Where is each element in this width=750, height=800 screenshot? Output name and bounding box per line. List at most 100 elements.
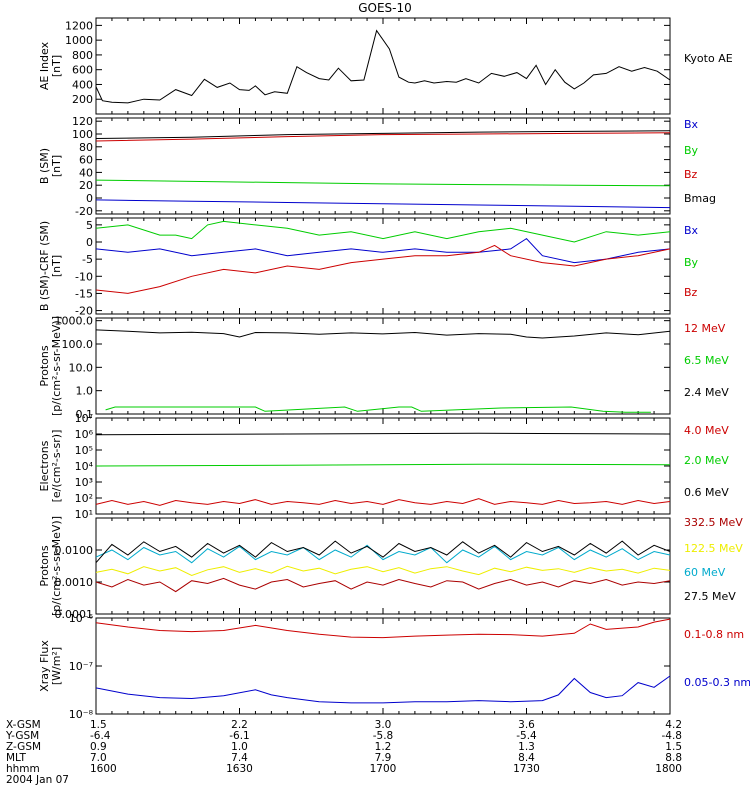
y-axis-label: B (SM) <box>38 148 51 184</box>
y-tick-label: 40 <box>79 166 93 179</box>
footer-row-value: 1800 <box>655 763 682 775</box>
y-tick-label: 100 <box>72 128 93 141</box>
footer-row-value: -6.1 <box>229 730 250 742</box>
y-axis-label: Electrons <box>38 440 51 491</box>
footer-row-value: 1630 <box>226 763 253 775</box>
footer-row-label: hhmm <box>6 763 40 775</box>
y-tick-label: 0 <box>86 236 93 249</box>
legend-entry: By <box>684 144 699 157</box>
y-tick-label: 10⁻⁶ <box>69 612 94 625</box>
y-axis-label: [e/(cm²-s-sr)] <box>50 430 63 503</box>
footer-row-value: 3.6 <box>518 719 535 731</box>
y-tick-label: 1200 <box>65 19 93 32</box>
y-tick-label: 80 <box>79 141 93 154</box>
series-line-60-MeV <box>95 544 671 564</box>
series-line-2-0-MeV <box>95 463 671 467</box>
footer-row-value: 2.2 <box>231 719 248 731</box>
footer-row-label: MLT <box>6 752 26 764</box>
footer-row-value: -4.8 <box>662 730 683 742</box>
y-tick-label: 10⁶ <box>75 428 94 441</box>
legend-entry: Kyoto AE <box>684 52 733 65</box>
panel-5: 10¹ 10² 10³ 10⁴ 10⁵ 10⁶ 10⁷ Electrons [e/(cm²-s-… <box>38 412 729 521</box>
footer-row-label: Z-GSM <box>6 741 41 753</box>
panel-3: -20 -15 -10 -5 0 5 B (SM)-CRF (SM) [nT] Bx By Bz <box>38 217 699 318</box>
footer-row-value: 1.2 <box>375 741 392 753</box>
series-line-By <box>95 220 671 243</box>
footer-row-value: 7.9 <box>375 752 392 764</box>
legend-entry: Bx <box>684 224 699 237</box>
y-tick-label: -5 <box>82 253 93 266</box>
footer-row-value: 1600 <box>90 763 117 775</box>
legend-entry: 0.6 MeV <box>684 486 729 499</box>
panel-frame <box>95 117 671 215</box>
y-axis-label: AE Index <box>38 41 51 90</box>
panel-frame <box>95 517 671 615</box>
series-line-2-4-MeV <box>95 329 671 339</box>
y-tick-label: 10⁵ <box>75 444 93 457</box>
y-tick-label: 10² <box>75 492 93 505</box>
x-axis-footer: X-GSM 1.5 2.2 3.0 3.6 4.2 Y-GSM -6.4 -6.1 -5.8 -5.… <box>5 719 682 786</box>
panel-frame <box>95 617 671 715</box>
legend-entry: Bmag <box>684 192 716 205</box>
footer-row-value: -5.4 <box>516 730 537 742</box>
y-tick-label: 800 <box>72 49 93 62</box>
series-line-6-5-MeV <box>105 406 651 413</box>
y-tick-label: 10³ <box>75 476 93 489</box>
y-tick-label: 600 <box>72 64 93 77</box>
series-line-4-0-MeV <box>95 498 671 506</box>
legend-entry: Bz <box>684 168 698 181</box>
y-tick-label: 20 <box>79 179 93 192</box>
y-tick-label: 10⁴ <box>75 460 94 473</box>
footer-row-value: 8.4 <box>518 752 535 764</box>
y-axis-label: B (SM)-CRF (SM) <box>38 221 51 311</box>
footer-row-value: 7.4 <box>231 752 248 764</box>
footer-row-value: 1.3 <box>518 741 535 753</box>
series-line-332-5-MeV <box>95 577 671 593</box>
legend-entry: 12 MeV <box>684 322 726 335</box>
legend-entry: 332.5 MeV <box>684 516 743 529</box>
y-axis-label: [nT] <box>50 55 63 77</box>
footer-row-value: -6.4 <box>90 730 111 742</box>
legend-entry: Bz <box>684 286 698 299</box>
y-tick-label: 1000.0 <box>55 315 94 328</box>
panel-frame <box>95 17 671 115</box>
y-tick-label: 10⁷ <box>75 412 93 425</box>
series-line-122-5-MeV <box>95 565 671 577</box>
y-tick-label: 0.0001 <box>55 608 94 621</box>
series-line-0-1-0-8-nm <box>95 618 671 639</box>
y-tick-label: 400 <box>72 78 93 91</box>
series-line-Bmag <box>95 130 671 139</box>
y-tick-label: 10.0 <box>69 361 94 374</box>
footer-row-value: 3.0 <box>375 719 392 731</box>
panel-frame <box>95 217 671 315</box>
y-axis-label: [nT] <box>50 155 63 177</box>
y-tick-label: 0 <box>86 192 93 205</box>
series-line-Bx <box>95 237 671 264</box>
y-axis-label: [p/(cm²-s-sr-MeV)] <box>50 316 63 416</box>
footer-row-value: 1.5 <box>665 741 682 753</box>
y-axis-label: [W/m²] <box>50 647 63 685</box>
figure-title: GOES-10 <box>358 1 412 15</box>
y-axis-label: Protons <box>38 545 51 586</box>
panel-4: 0.1 1.0 10.0 100.0 1000.0 Protons [p/(cm²-s-sr… <box>38 315 729 421</box>
date-label: 2004 Jan 07 <box>6 774 69 786</box>
footer-row-value: 4.2 <box>665 719 682 731</box>
panel-6: 0.0001 0.0010 0.0100 Protons [p/(cm²-s-sr-Me… <box>38 516 743 621</box>
y-axis-label: Protons <box>38 345 51 386</box>
series-line-By <box>95 179 671 187</box>
legend-entry: 0.1-0.8 nm <box>684 628 744 641</box>
y-tick-label: 200 <box>72 93 93 106</box>
footer-row-value: 8.8 <box>665 752 682 764</box>
y-axis-label: [nT] <box>50 255 63 277</box>
series-line-Bz <box>95 244 671 294</box>
legend-entry: 2.0 MeV <box>684 454 729 467</box>
y-tick-label: -20 <box>75 205 93 218</box>
footer-row-label: X-GSM <box>6 719 41 731</box>
series-line-27-5-MeV <box>95 540 671 564</box>
footer-row-value: 1.5 <box>90 719 107 731</box>
y-tick-label: 10⁻⁷ <box>69 660 93 673</box>
